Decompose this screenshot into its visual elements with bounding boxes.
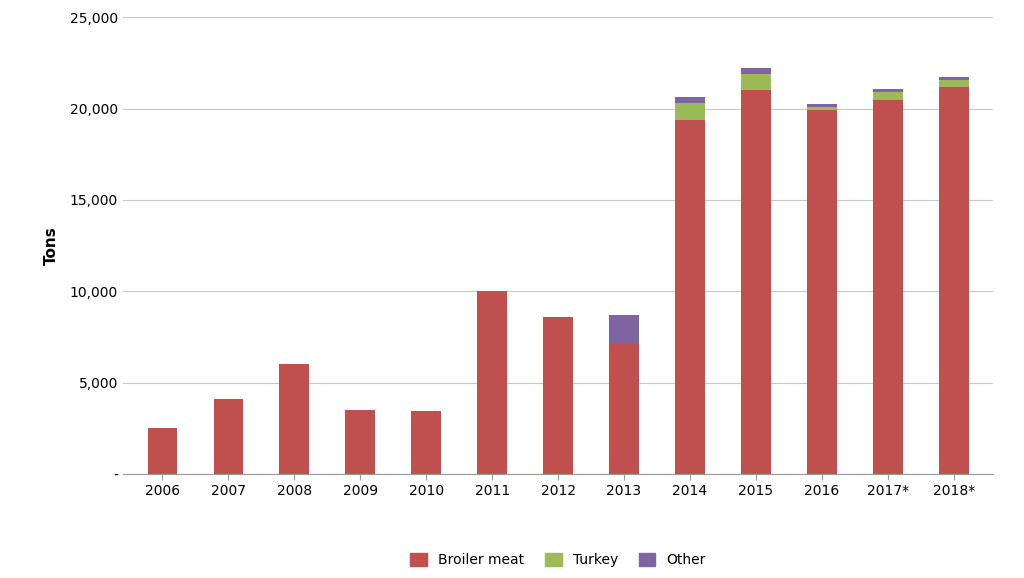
Bar <box>214 399 244 474</box>
Bar <box>872 92 902 99</box>
Bar <box>477 291 507 474</box>
Bar <box>939 87 969 474</box>
Bar <box>412 411 441 474</box>
Bar <box>872 90 902 92</box>
Bar <box>609 344 639 474</box>
Bar <box>675 97 705 103</box>
Bar <box>675 103 705 120</box>
Legend: Broiler meat, Turkey, Other: Broiler meat, Turkey, Other <box>411 554 706 568</box>
Bar <box>807 110 837 474</box>
Bar <box>939 80 969 87</box>
Bar <box>147 428 177 474</box>
Bar <box>807 104 837 107</box>
Y-axis label: Tons: Tons <box>44 226 58 265</box>
Bar <box>741 68 771 74</box>
Bar <box>741 74 771 90</box>
Bar <box>280 364 309 474</box>
Bar <box>609 315 639 344</box>
Bar <box>345 410 375 474</box>
Bar <box>544 317 572 474</box>
Bar <box>939 77 969 80</box>
Bar <box>872 99 902 474</box>
Bar <box>675 120 705 474</box>
Bar <box>741 90 771 474</box>
Bar <box>807 107 837 110</box>
